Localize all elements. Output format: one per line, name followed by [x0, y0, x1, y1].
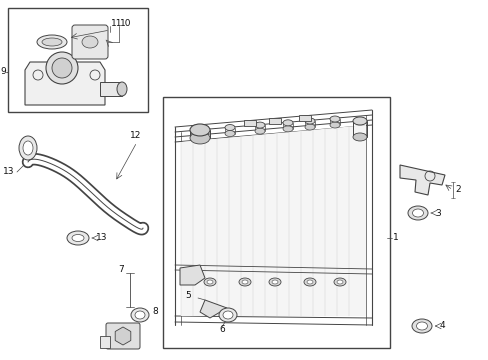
Text: 6: 6: [219, 325, 224, 334]
Text: 1: 1: [392, 234, 398, 243]
Text: 11: 11: [111, 18, 122, 27]
Ellipse shape: [117, 82, 127, 96]
Ellipse shape: [37, 35, 67, 49]
Polygon shape: [399, 165, 444, 195]
Ellipse shape: [19, 136, 37, 160]
Text: 9: 9: [0, 68, 6, 77]
Ellipse shape: [305, 124, 314, 130]
Ellipse shape: [283, 126, 292, 132]
FancyBboxPatch shape: [72, 25, 108, 59]
Ellipse shape: [242, 280, 247, 284]
Ellipse shape: [82, 36, 98, 48]
Ellipse shape: [329, 116, 339, 122]
Ellipse shape: [305, 118, 314, 124]
Bar: [8, 8, 148, 112]
Ellipse shape: [416, 322, 427, 330]
Ellipse shape: [224, 125, 235, 131]
Ellipse shape: [135, 311, 145, 319]
Ellipse shape: [329, 122, 339, 128]
Ellipse shape: [271, 280, 278, 284]
Text: 2: 2: [454, 185, 460, 194]
Ellipse shape: [336, 280, 342, 284]
Ellipse shape: [42, 38, 62, 46]
Circle shape: [52, 58, 72, 78]
Ellipse shape: [268, 278, 281, 286]
Ellipse shape: [239, 278, 250, 286]
Ellipse shape: [190, 124, 209, 136]
Ellipse shape: [254, 128, 264, 134]
Text: 13: 13: [3, 167, 15, 176]
Ellipse shape: [224, 131, 235, 136]
Polygon shape: [25, 62, 105, 105]
Polygon shape: [268, 118, 281, 124]
Ellipse shape: [412, 209, 423, 217]
Ellipse shape: [254, 122, 264, 128]
Text: 4: 4: [439, 321, 445, 330]
Polygon shape: [180, 265, 204, 285]
Text: 5: 5: [184, 291, 190, 300]
Text: 10: 10: [120, 18, 131, 27]
Ellipse shape: [333, 278, 346, 286]
Bar: [163, 97, 389, 348]
Text: 3: 3: [434, 208, 440, 217]
Bar: [100, 82, 122, 96]
Text: 12: 12: [130, 130, 141, 139]
Circle shape: [46, 52, 78, 84]
Ellipse shape: [352, 133, 366, 141]
Ellipse shape: [131, 308, 149, 322]
Ellipse shape: [306, 280, 312, 284]
Polygon shape: [298, 116, 310, 121]
Text: 7: 7: [118, 266, 123, 274]
Ellipse shape: [304, 278, 315, 286]
Ellipse shape: [67, 231, 89, 245]
Bar: [100, 336, 110, 348]
Ellipse shape: [283, 120, 292, 126]
Ellipse shape: [23, 141, 33, 155]
Polygon shape: [181, 125, 365, 316]
FancyBboxPatch shape: [106, 323, 140, 349]
Polygon shape: [244, 120, 256, 126]
Text: 13: 13: [96, 234, 107, 243]
Ellipse shape: [219, 308, 237, 322]
Ellipse shape: [223, 311, 232, 319]
Ellipse shape: [407, 206, 427, 220]
Polygon shape: [200, 300, 226, 318]
Ellipse shape: [352, 117, 366, 125]
Ellipse shape: [72, 234, 84, 242]
Ellipse shape: [190, 132, 209, 144]
Ellipse shape: [206, 280, 213, 284]
Text: 8: 8: [152, 306, 158, 315]
Polygon shape: [115, 327, 130, 345]
Ellipse shape: [203, 278, 216, 286]
Ellipse shape: [411, 319, 431, 333]
